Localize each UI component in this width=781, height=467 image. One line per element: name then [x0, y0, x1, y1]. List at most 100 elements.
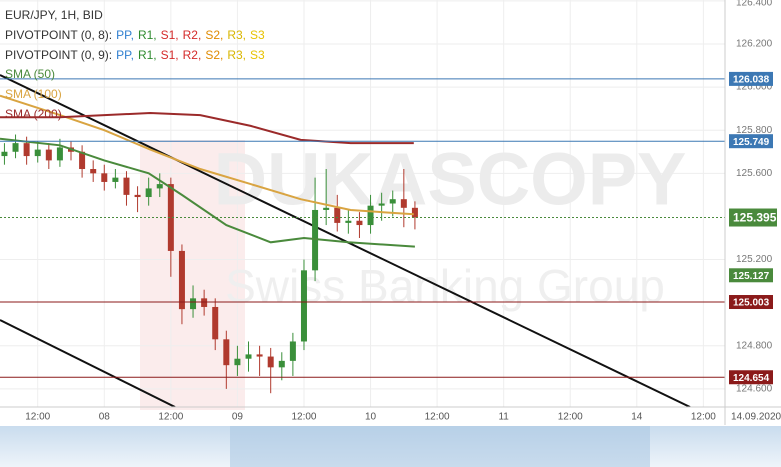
- level-label: 125.395: [733, 211, 777, 225]
- candle-body: [389, 199, 396, 204]
- candle-body: [101, 173, 108, 182]
- legend-entry: SMA (200): [5, 107, 62, 121]
- chart-title: EUR/JPY, 1H, BID: [5, 8, 103, 22]
- x-tick-label: 12:00: [558, 412, 583, 423]
- pivot-legend-item: PP,: [116, 28, 134, 42]
- candle-body: [300, 270, 307, 342]
- candle-body: [356, 220, 363, 226]
- x-tick-label: 10: [365, 412, 377, 423]
- candle-body: [234, 358, 241, 366]
- candle-body: [411, 207, 418, 218]
- level-label: 125.127: [733, 271, 770, 282]
- level-label-box: [729, 71, 773, 86]
- candle-body: [323, 207, 330, 210]
- candle-body: [90, 169, 97, 174]
- x-tick-label: 14.09.2020: [731, 412, 781, 423]
- level-label: 125.749: [733, 137, 770, 148]
- level-label-box: [729, 134, 773, 149]
- watermark: Swiss Banking Group: [225, 260, 665, 312]
- candle-body: [212, 306, 219, 340]
- pivot-legend-item: S2,: [205, 48, 223, 62]
- candle-body: [201, 298, 208, 307]
- y-tick-label: 124.800: [736, 340, 773, 351]
- navigator-window: [230, 426, 650, 467]
- sma-line: [0, 111, 414, 145]
- x-tick-label: 12:00: [291, 412, 316, 423]
- level-label-box: [729, 208, 777, 227]
- candle-body: [367, 205, 374, 226]
- legend-entry: SMA (100): [5, 87, 62, 101]
- candle-body: [112, 177, 119, 182]
- level-label-box: [729, 370, 773, 385]
- x-tick-label: 14: [631, 412, 643, 423]
- y-tick-label: 125.200: [736, 254, 773, 265]
- candle-body: [245, 354, 252, 359]
- pivot-legend-item: R3,: [227, 48, 246, 62]
- x-tick-label: 12:00: [25, 412, 50, 423]
- candle-body: [56, 147, 63, 161]
- plot-area: [0, 74, 725, 407]
- x-tick-label: 09: [232, 412, 244, 423]
- candle-body: [345, 220, 352, 223]
- candle-body: [1, 151, 8, 157]
- pivot-legend-item: R2,: [183, 28, 202, 42]
- candle-body: [312, 209, 319, 271]
- candle-body: [12, 143, 19, 152]
- level-label-box: [729, 295, 773, 310]
- pivot-legend-label: PIVOTPOINT (0, 8):: [5, 28, 112, 42]
- candle-body: [334, 207, 341, 223]
- level-label: 126.038: [733, 75, 770, 86]
- y-tick-label: 126.000: [736, 82, 773, 93]
- pivot-legend-item: S1,: [161, 28, 179, 42]
- candle-body: [23, 143, 30, 157]
- axes: 126.400 126.200 126.000 125.800 125.600 125.2…: [25, 0, 781, 423]
- x-tick-label: 12:00: [691, 412, 716, 423]
- y-tick-label: 124.600: [736, 384, 773, 395]
- trend-line: [0, 319, 176, 407]
- sma-line: [0, 137, 415, 248]
- candle-body: [79, 151, 86, 170]
- pivot-legend-item: R3,: [227, 28, 246, 42]
- candle-body: [123, 177, 130, 195]
- level-label: 125.003: [733, 298, 770, 309]
- candle-body: [178, 250, 185, 310]
- x-tick-label: 12:00: [158, 412, 183, 423]
- candle-body: [34, 149, 41, 157]
- sma-line: [0, 94, 414, 216]
- pivot-legend-item: R1,: [138, 48, 157, 62]
- y-tick-label: 125.600: [736, 168, 773, 179]
- candle-body: [145, 188, 152, 198]
- legend-entry: SMA (50): [5, 67, 55, 81]
- pivot-legend-item: R1,: [138, 28, 157, 42]
- pivot-legend-label: PIVOTPOINT (0, 9):: [5, 48, 112, 62]
- candle-body: [267, 356, 274, 368]
- pivot-legend-item: PP,: [116, 48, 134, 62]
- candle-body: [400, 199, 407, 208]
- candle-body: [289, 341, 296, 361]
- candle-body: [278, 360, 285, 368]
- x-tick-label: 11: [498, 412, 509, 423]
- y-tick-label: 126.400: [736, 0, 773, 9]
- y-tick-label: 126.200: [736, 39, 773, 50]
- pivot-legend-item: S1,: [161, 48, 179, 62]
- candle-body: [156, 184, 163, 189]
- pivot-legend: PIVOTPOINT (0, 8): PP, R1, S1, R2, S2, R3, S3: [5, 28, 265, 42]
- pivot-legend-item: S2,: [205, 28, 223, 42]
- x-tick-label: 12:00: [425, 412, 450, 423]
- candle-body: [134, 194, 141, 198]
- pivot-legend: PIVOTPOINT (0, 9): PP, R1, S1, R2, S2, R3, S3: [5, 48, 265, 62]
- candle-body: [167, 184, 174, 251]
- watermark: DUKASCOPY: [214, 138, 687, 221]
- pivot-legend-item: S3: [250, 48, 265, 62]
- candle-body: [190, 298, 197, 310]
- y-tick-label: 125.800: [736, 125, 773, 136]
- candle-body: [45, 149, 52, 161]
- level-label: 124.654: [733, 373, 770, 384]
- candle-body: [223, 339, 230, 366]
- candle-body: [256, 354, 263, 357]
- candle-body: [378, 203, 385, 206]
- pivot-legend-item: R2,: [183, 48, 202, 62]
